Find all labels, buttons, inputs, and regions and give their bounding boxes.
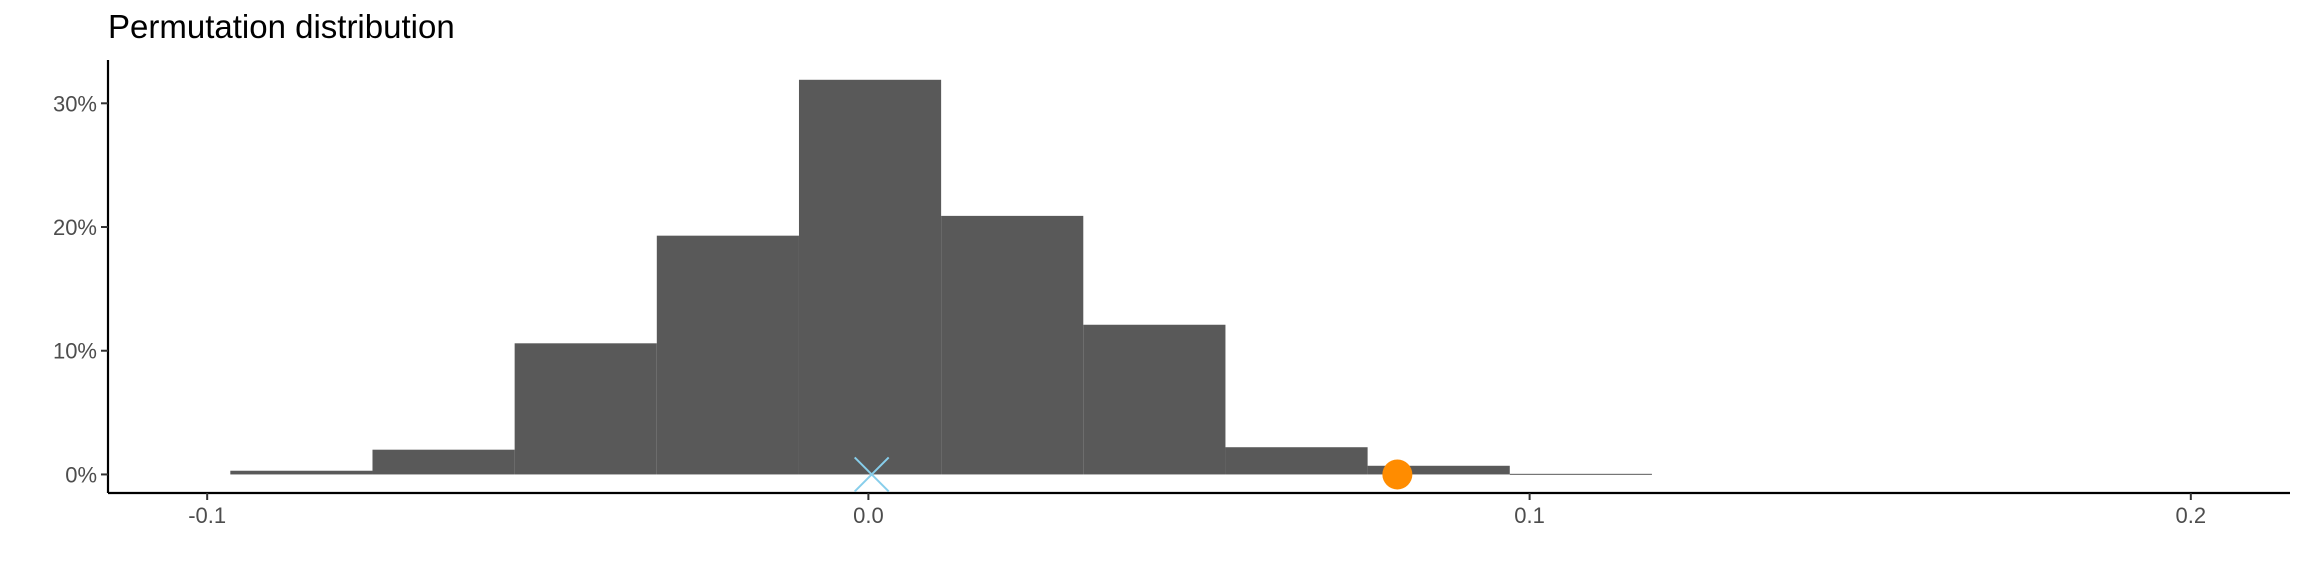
markers (853, 456, 1413, 493)
x-tick-label: 0.2 (2176, 503, 2207, 528)
histogram-bar (656, 235, 799, 475)
histogram-bars (230, 79, 1652, 475)
y-tick-label: 30% (53, 91, 97, 116)
observed-null-marker (853, 456, 890, 493)
histogram-bar (941, 215, 1084, 475)
histogram-bar (1225, 447, 1368, 475)
x-tick-label: -0.1 (188, 503, 226, 528)
histogram-bar (1083, 324, 1226, 475)
histogram-bar (1509, 473, 1652, 475)
histogram-bar (798, 79, 942, 475)
x-tick-label: 0.1 (1514, 503, 1545, 528)
y-tick-label: 0% (65, 462, 97, 487)
x-tick-label: 0.0 (853, 503, 884, 528)
histogram-bar (1367, 465, 1510, 475)
cross-stroke (853, 456, 890, 493)
histogram-bar (372, 449, 515, 475)
observed-statistic-point (1382, 459, 1413, 490)
histogram-bar (514, 343, 657, 475)
histogram-bar (230, 470, 373, 475)
chart-title: Permutation distribution (108, 8, 455, 45)
y-tick-label: 10% (53, 339, 97, 364)
axes: 0% 10% 20% 30% -0.1 0.0 0.1 0.2 (53, 60, 2290, 528)
y-tick-label: 20% (53, 215, 97, 240)
